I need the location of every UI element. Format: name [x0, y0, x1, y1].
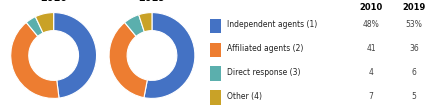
Text: 2019: 2019: [402, 3, 426, 12]
Text: 4: 4: [369, 67, 374, 76]
Text: 36: 36: [409, 44, 419, 53]
Wedge shape: [139, 13, 152, 33]
Wedge shape: [26, 17, 43, 37]
Text: Other (4): Other (4): [227, 91, 261, 100]
Title: 2010: 2010: [40, 0, 67, 3]
Text: 48%: 48%: [363, 20, 380, 29]
FancyBboxPatch shape: [210, 67, 221, 81]
Text: 53%: 53%: [405, 20, 422, 29]
FancyBboxPatch shape: [210, 90, 221, 105]
Text: 5: 5: [411, 91, 416, 100]
Text: 6: 6: [411, 67, 416, 76]
FancyBboxPatch shape: [210, 20, 221, 34]
Text: 2010: 2010: [359, 3, 383, 12]
Title: 2019: 2019: [139, 0, 165, 3]
Wedge shape: [54, 13, 97, 98]
Wedge shape: [11, 23, 59, 99]
FancyBboxPatch shape: [210, 43, 221, 58]
Text: Independent agents (1): Independent agents (1): [227, 20, 317, 29]
Text: 7: 7: [369, 91, 374, 100]
Wedge shape: [109, 23, 148, 98]
Text: 41: 41: [367, 44, 376, 53]
Wedge shape: [35, 13, 54, 34]
Text: Affiliated agents (2): Affiliated agents (2): [227, 44, 303, 53]
Wedge shape: [125, 16, 144, 37]
Wedge shape: [144, 13, 195, 99]
Text: Direct response (3): Direct response (3): [227, 67, 300, 76]
